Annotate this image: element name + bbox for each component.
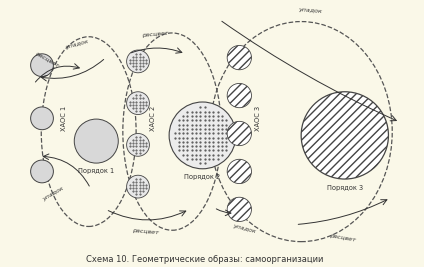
Circle shape bbox=[227, 83, 251, 108]
Circle shape bbox=[127, 134, 149, 156]
Text: Порядок 1: Порядок 1 bbox=[78, 168, 114, 174]
Text: упадок: упадок bbox=[298, 7, 323, 14]
Text: расцвет: расцвет bbox=[142, 31, 169, 38]
Text: расцвет: расцвет bbox=[329, 233, 357, 243]
Circle shape bbox=[31, 54, 53, 77]
Text: упадок: упадок bbox=[232, 223, 257, 234]
Circle shape bbox=[127, 92, 149, 115]
Circle shape bbox=[227, 45, 251, 70]
Circle shape bbox=[127, 50, 149, 73]
Text: ХАОС 3: ХАОС 3 bbox=[255, 106, 261, 131]
Circle shape bbox=[169, 102, 236, 169]
Text: Схема 10. Геометрические образы: самоорганизации: Схема 10. Геометрические образы: самоорг… bbox=[86, 256, 323, 264]
Text: Порядок 2: Порядок 2 bbox=[184, 174, 220, 180]
Circle shape bbox=[301, 92, 388, 179]
Circle shape bbox=[227, 159, 251, 184]
Circle shape bbox=[127, 175, 149, 198]
Circle shape bbox=[31, 107, 53, 130]
Text: упадок: упадок bbox=[65, 39, 89, 50]
Text: ХАОС 1: ХАОС 1 bbox=[61, 106, 67, 131]
Text: ХАОС 2: ХАОС 2 bbox=[150, 106, 156, 131]
Circle shape bbox=[74, 119, 118, 163]
Circle shape bbox=[227, 197, 251, 222]
Text: Порядок 3: Порядок 3 bbox=[327, 185, 363, 191]
Circle shape bbox=[227, 121, 251, 146]
Text: упадок: упадок bbox=[42, 185, 65, 202]
Text: расцвет: расцвет bbox=[132, 229, 159, 236]
Text: расцвет: расцвет bbox=[34, 51, 60, 68]
Circle shape bbox=[31, 160, 53, 183]
